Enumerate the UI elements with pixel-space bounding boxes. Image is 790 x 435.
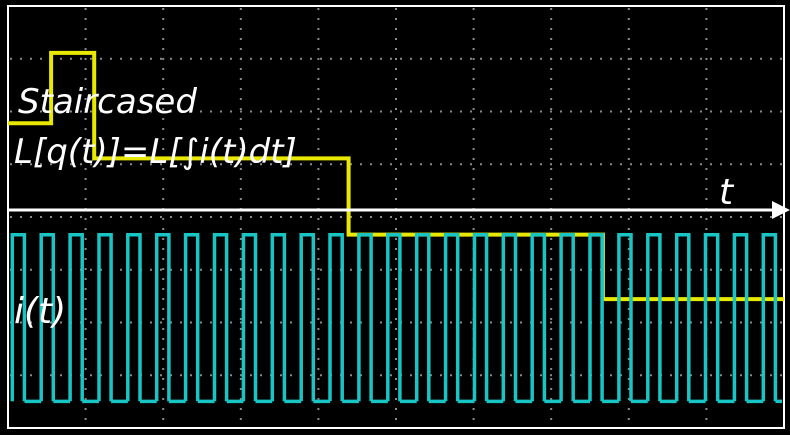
current-pulse [559,232,575,402]
current-pulse [270,232,287,402]
current-pulse [414,232,431,402]
time-axis-arrowhead [772,201,790,219]
current-pulse [299,232,316,402]
current-pulse [703,232,720,402]
current-pulse [530,232,547,402]
current-pulse [126,232,142,402]
current-pulse [154,232,171,402]
current-pulse [674,232,691,402]
current-pulse [646,232,662,402]
current-pulse [761,232,778,402]
current-pulse [357,232,373,402]
current-pulse [617,232,633,402]
current-pulse [328,232,344,402]
current-pulse [732,232,749,402]
current-pulse [241,232,258,402]
current-pulses [10,232,782,404]
current-pulse [212,232,229,402]
current-pulse [10,232,27,402]
plot-frame [7,5,785,429]
current-pulse [97,232,113,402]
current-pulse [68,232,84,402]
staircase-label-line1: Staircased [18,82,197,122]
current-pulse [386,232,402,402]
staircase-label-line2: L[q(t)]=L[∫i(t)dt] [14,132,297,172]
current-label: i(t) [14,291,66,332]
current-pulse [443,232,460,402]
current-pulse [501,232,518,402]
time-axis-label: t [719,172,735,213]
current-pulse [472,232,489,402]
current-pulse [39,232,56,402]
current-pulse [588,232,604,402]
current-pulse [183,232,200,402]
